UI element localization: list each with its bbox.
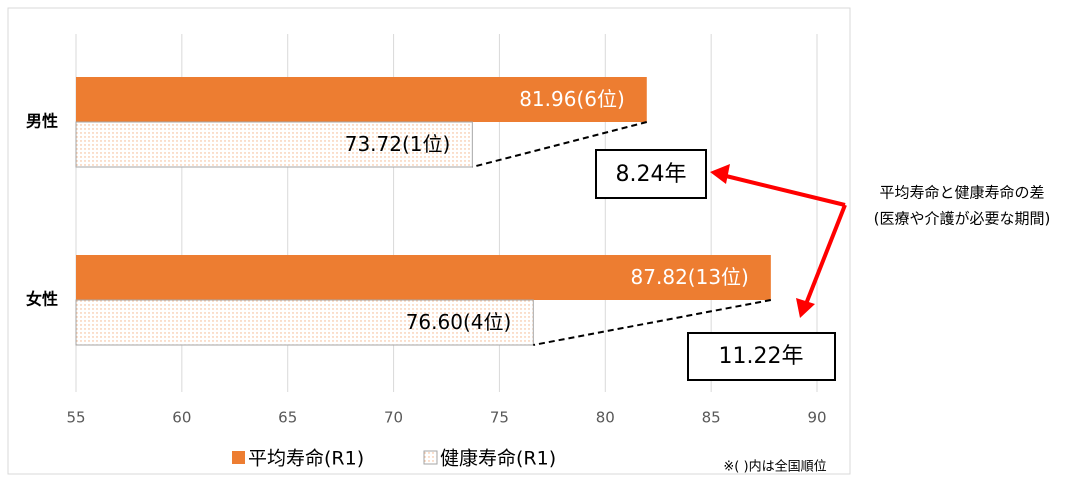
- connector: [472, 121, 648, 168]
- legend-swatch: [232, 451, 245, 464]
- bar: [75, 121, 473, 168]
- value-label: 76.60(4位): [406, 310, 512, 334]
- x-tick-label: 90: [807, 409, 826, 427]
- x-tick-label: 70: [384, 409, 403, 427]
- connector: [533, 299, 772, 346]
- bar: [76, 255, 771, 300]
- bar: [75, 299, 534, 346]
- annotation: 平均寿命と健康寿命の差: [879, 184, 1044, 202]
- x-tick-label: 75: [490, 409, 509, 427]
- annotation-box: [687, 332, 836, 381]
- arrow: [710, 164, 847, 318]
- annotation-box: [595, 149, 707, 199]
- x-tick-label: 65: [278, 409, 297, 427]
- annotation: 11.22年: [719, 344, 804, 369]
- x-tick-label: 85: [702, 409, 721, 427]
- value-label: 87.82(13位): [631, 265, 749, 289]
- x-tick-label: 55: [66, 409, 85, 427]
- y-tick-label: 女性: [26, 290, 58, 309]
- value-label: 73.72(1位): [345, 132, 451, 156]
- y-tick-label: 男性: [26, 112, 58, 131]
- legend-swatch: [423, 450, 438, 465]
- legend-label: 平均寿命(R1): [248, 448, 364, 470]
- x-tick-label: 60: [172, 409, 191, 427]
- legend-label: 健康寿命(R1): [440, 448, 556, 470]
- annotation: (医療や介護が必要な期間): [874, 210, 1051, 228]
- value-label: 81.96(6位): [519, 87, 625, 111]
- note: ※( )内は全国順位: [723, 459, 826, 475]
- x-tick-label: 80: [596, 409, 615, 427]
- annotation: 8.24年: [616, 162, 687, 187]
- bar: [76, 77, 647, 122]
